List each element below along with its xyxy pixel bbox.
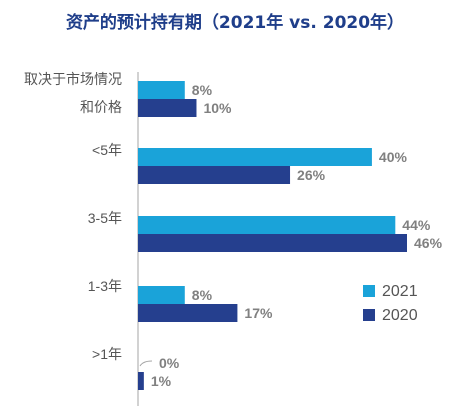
legend-swatch-2020	[363, 309, 375, 321]
data-label: 8%	[192, 287, 213, 303]
legend-label-2020: 2020	[382, 307, 418, 324]
data-label: 10%	[203, 100, 232, 116]
category-label: 3-5年	[88, 210, 122, 226]
data-label: 40%	[379, 149, 408, 165]
legend-swatch-2021	[363, 285, 375, 297]
category-label: >1年	[92, 346, 122, 362]
legend-label-2021: 2021	[382, 283, 418, 300]
data-label: 1%	[151, 373, 172, 389]
bar-2021	[138, 286, 185, 304]
data-label: 8%	[192, 82, 213, 98]
bar-2021	[138, 216, 396, 234]
bar-2020	[138, 166, 291, 184]
data-label: 44%	[402, 217, 431, 233]
zero-value-leader-line	[139, 360, 153, 367]
category-label: 和价格	[80, 99, 122, 115]
bar-2021	[138, 81, 185, 99]
chart-title: 资产的预计持有期（2021年 vs. 2020年）	[65, 13, 405, 33]
data-label: 17%	[244, 305, 273, 321]
bar-2021	[138, 148, 372, 166]
bar-2020	[138, 372, 144, 390]
category-label: <5年	[92, 142, 122, 158]
bar-2020	[138, 99, 197, 117]
data-label: 26%	[297, 167, 326, 183]
bar-2020	[138, 304, 238, 322]
category-label: 1-3年	[88, 278, 122, 294]
data-label: 46%	[414, 235, 443, 251]
category-label: 取决于市场情况	[24, 71, 122, 87]
data-label: 0%	[159, 355, 180, 371]
bar-2020	[138, 234, 407, 252]
